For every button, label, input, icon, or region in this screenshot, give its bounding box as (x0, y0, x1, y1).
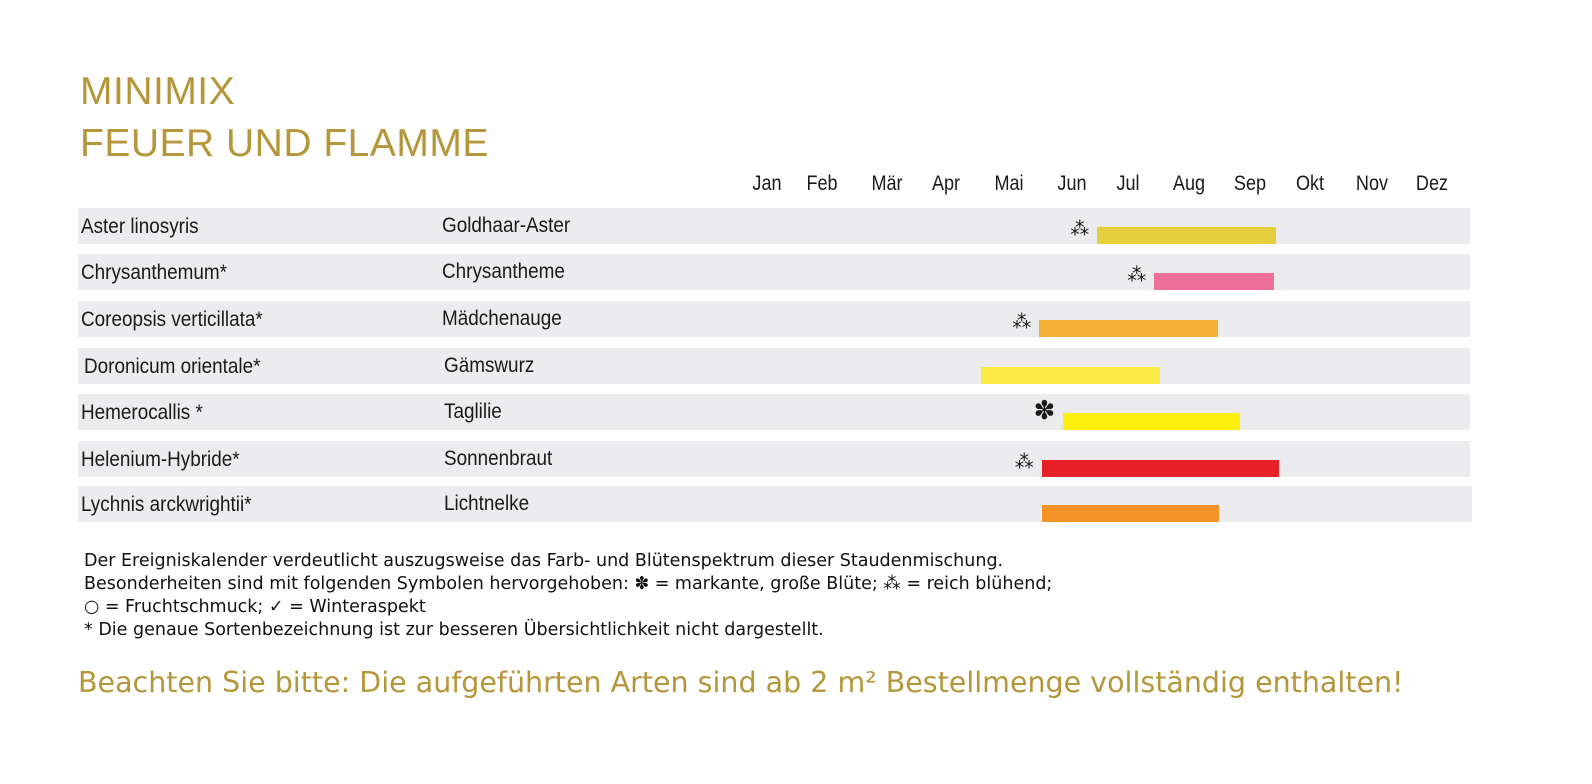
abundant-bloom-icon: ⁂ (1070, 219, 1090, 240)
bloom-bar (980, 367, 1160, 384)
latin-name: Coreopsis verticillata* (81, 308, 263, 331)
abundant-bloom-icon: ⁂ (1012, 312, 1032, 333)
title-line-1: MINIMIX (80, 70, 236, 113)
latin-name: Helenium-Hybride* (81, 448, 240, 471)
month-label: Feb (806, 172, 838, 195)
common-name: Lichtnelke (444, 492, 530, 515)
common-name: Chrysantheme (442, 260, 565, 283)
calendar-row (78, 394, 1470, 430)
calendar-row (78, 301, 1470, 337)
bloom-bar (1062, 413, 1240, 430)
common-name: Gämswurz (444, 354, 535, 377)
common-name: Goldhaar-Aster (442, 214, 571, 237)
notes-line-2: Besonderheiten sind mit folgenden Symbol… (84, 574, 1053, 594)
month-label: Nov (1355, 172, 1389, 195)
latin-name: Lychnis arckwrightii* (81, 493, 252, 516)
latin-name: Aster linosyris (81, 215, 199, 238)
common-name: Taglilie (444, 400, 502, 423)
legend-notes: Der Ereigniskalender verdeutlicht auszug… (84, 550, 1052, 642)
month-label: Mai (994, 172, 1024, 195)
notes-line-1: Der Ereigniskalender verdeutlicht auszug… (84, 551, 1004, 571)
month-label: Dez (1415, 172, 1449, 195)
month-label: Aug (1172, 172, 1206, 195)
title-line-2: FEUER UND FLAMME (80, 122, 489, 165)
large-bloom-icon: ✽ (1033, 395, 1056, 425)
bloom-bar (1041, 460, 1279, 477)
month-label: Mär (871, 172, 903, 195)
common-name: Mädchenauge (442, 307, 562, 330)
notes-line-3: ○ = Fruchtschmuck; ✓ = Winteraspekt (84, 597, 426, 617)
order-footnote: Beachten Sie bitte: Die aufgeführten Art… (78, 666, 1404, 699)
notes-line-4: * Die genaue Sortenbezeichnung ist zur b… (84, 620, 824, 640)
calendar-row (78, 348, 1470, 384)
month-label: Apr (931, 172, 961, 195)
month-label: Jan (752, 172, 782, 195)
latin-name: Hemerocallis * (81, 401, 203, 424)
common-name: Sonnenbraut (444, 447, 553, 470)
latin-name: Chrysanthemum* (81, 261, 228, 284)
bloom-bar (1097, 227, 1276, 244)
bloom-bar (1039, 320, 1219, 337)
month-label: Okt (1295, 172, 1325, 195)
month-label: Sep (1233, 172, 1267, 195)
latin-name: Doronicum orientale* (84, 355, 261, 378)
calendar-row (78, 486, 1472, 522)
bloom-bar (1154, 273, 1274, 290)
abundant-bloom-icon: ⁂ (1014, 452, 1034, 473)
month-label: Jun (1057, 172, 1087, 195)
abundant-bloom-icon: ⁂ (1127, 265, 1147, 286)
month-label: Jul (1116, 172, 1140, 195)
bloom-bar (1041, 505, 1220, 522)
